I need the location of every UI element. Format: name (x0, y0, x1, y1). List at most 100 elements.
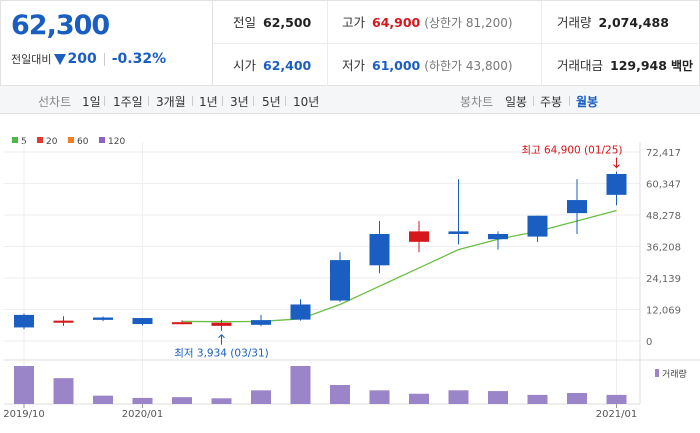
low-annotation: 최저 3,934 (03/31) (174, 348, 269, 360)
high-annotation: 최고 64,900 (01/25) (521, 145, 622, 157)
volume-bar (488, 391, 508, 404)
grid (4, 142, 700, 405)
candle-body (330, 260, 350, 301)
stat-high: 고가 64,900 (상한가 81,200) (342, 15, 513, 30)
divider (192, 96, 193, 106)
divider (285, 96, 286, 106)
column-divider (541, 1, 542, 87)
change-percent: -0.32% (111, 51, 167, 67)
volume-bar (369, 390, 390, 404)
volume-panel: 거래량 (14, 366, 687, 404)
chart-toolbar: 선차트 1일 1주일 3개월 1년 3년 5년 10년 봉차트 일봉 주봉 월봉 (0, 86, 700, 114)
y-tick-label: 12,069 (646, 306, 681, 317)
legend-swatch-20 (37, 137, 43, 143)
stat-prev-close: 전일 62,500 (233, 15, 312, 30)
candle (172, 320, 192, 325)
change-amount: 200 (67, 51, 97, 67)
divider (148, 96, 149, 106)
legend: 52060120 (12, 137, 125, 147)
candle (488, 231, 508, 250)
candle (93, 316, 113, 322)
candles (14, 171, 627, 331)
period-5y[interactable]: 5년 (262, 95, 281, 109)
candle (369, 220, 390, 274)
candle-body (567, 200, 587, 214)
period-1d[interactable]: 1일 (82, 95, 101, 109)
period-3y[interactable]: 3년 (230, 95, 249, 109)
divider (222, 96, 223, 106)
candle-daily[interactable]: 일봉 (505, 95, 528, 109)
volume-bar (567, 392, 587, 404)
y-axis: 72,417 60,347 48,278 36,208 24,139 12,069 0 (646, 148, 681, 348)
candle-body (172, 322, 192, 325)
candle (132, 318, 153, 326)
candle-body (132, 318, 153, 325)
divider (253, 96, 254, 106)
legend-label-120: 120 (108, 137, 125, 147)
candle-body (527, 215, 548, 237)
candle-body (93, 317, 113, 320)
volume-bar (290, 366, 311, 404)
candle-chart-label: 봉차트 (460, 95, 494, 109)
candle-body (290, 304, 311, 320)
current-price: 62,300 (11, 10, 110, 41)
y-tick-label: 24,139 (646, 274, 681, 285)
divider (104, 96, 105, 106)
volume-bar (172, 397, 192, 404)
high-arrow-icon (613, 157, 620, 169)
stat-open: 시가 62,400 (233, 58, 312, 73)
candle-body (14, 314, 34, 328)
period-3m[interactable]: 3개월 (156, 95, 186, 109)
volume-bar (606, 394, 627, 404)
x-tick-label: 2020/01 (122, 409, 164, 420)
candle (14, 313, 34, 330)
volume-bar (53, 378, 74, 404)
price-block: 62,300 전일대비 200 -0.32% (1, 1, 213, 87)
change-row: 전일대비 200 -0.32% (11, 51, 166, 67)
candle-body (251, 320, 271, 325)
volume-bar (448, 390, 469, 404)
volume-bar (251, 390, 271, 404)
candle (527, 215, 548, 242)
y-tick-label: 36,208 (646, 243, 681, 254)
column-divider (327, 1, 328, 87)
annotations: 최고 64,900 (01/25) 최저 3,934 (03/31) (174, 145, 622, 360)
volume-label: 거래량 (662, 368, 687, 380)
x-tick-label: 2021/01 (596, 409, 638, 420)
stat-trade-value: 거래대금 129,948 백만 (557, 58, 694, 73)
row-divider (213, 43, 700, 44)
period-1w[interactable]: 1주일 (113, 95, 143, 109)
candle-weekly[interactable]: 주봉 (540, 95, 563, 109)
volume-bar (409, 393, 429, 404)
candle-body (409, 231, 429, 242)
candle (606, 171, 627, 206)
candle (251, 314, 271, 327)
y-tick-label: 72,417 (646, 148, 681, 159)
volume-bar (93, 395, 113, 404)
x-tick-label: 2019/10 (3, 409, 45, 420)
volume-bar (211, 398, 232, 404)
ma20-line (181, 209, 617, 323)
candle-body (606, 173, 627, 195)
ma20-path (181, 209, 617, 323)
stat-low: 저가 61,000 (하한가 43,800) (342, 58, 513, 73)
legend-swatch-60 (68, 137, 74, 143)
candle (330, 252, 350, 302)
volume-legend-swatch (655, 369, 659, 377)
volume-bar (132, 397, 153, 404)
volume-bar (527, 394, 548, 404)
quote-panel: 62,300 전일대비 200 -0.32% 전일 62,500 고가 64,900… (0, 0, 700, 87)
period-1y[interactable]: 1년 (199, 95, 218, 109)
period-10y[interactable]: 10년 (293, 95, 320, 109)
candle (290, 299, 311, 321)
change-label: 전일대비 (11, 53, 52, 66)
legend-label-20: 20 (46, 137, 58, 147)
candle-monthly[interactable]: 월봉 (576, 95, 599, 109)
candle-body (211, 322, 232, 326)
y-tick-label: 60,347 (646, 180, 681, 191)
legend-swatch-5 (12, 137, 18, 143)
candle (211, 319, 232, 331)
legend-label-60: 60 (77, 137, 89, 147)
candle (409, 220, 429, 253)
candle-body (369, 233, 390, 266)
